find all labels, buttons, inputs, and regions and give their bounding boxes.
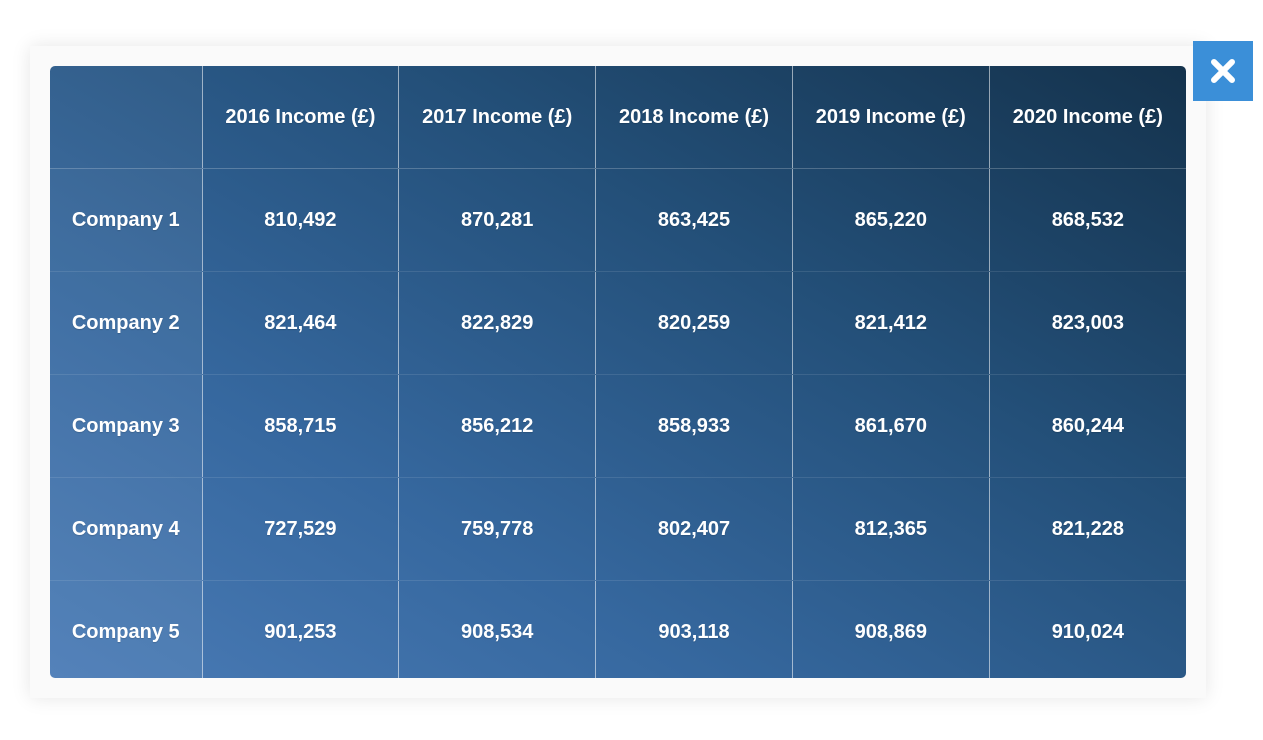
table-cell: 856,212 bbox=[398, 374, 596, 478]
table-cell: 901,253 bbox=[201, 580, 399, 678]
table-cell: 865,220 bbox=[791, 168, 990, 272]
table-cell: 908,534 bbox=[398, 580, 596, 678]
column-header: 2017 Income (£) bbox=[398, 66, 596, 169]
table-cell: 868,532 bbox=[988, 168, 1186, 272]
table-cell: 863,425 bbox=[595, 168, 793, 272]
table-corner-cell bbox=[50, 66, 202, 169]
table-header-row: 2016 Income (£) 2017 Income (£) 2018 Inc… bbox=[50, 66, 1186, 169]
table-cell: 908,869 bbox=[791, 580, 990, 678]
table-cell: 821,464 bbox=[201, 271, 399, 375]
table-row: Company 2 821,464 822,829 820,259 821,41… bbox=[50, 271, 1186, 375]
close-button[interactable] bbox=[1193, 41, 1253, 101]
table-cell: 870,281 bbox=[398, 168, 596, 272]
row-header: Company 5 bbox=[50, 580, 202, 678]
table-cell: 860,244 bbox=[988, 374, 1186, 478]
table-row: Company 4 727,529 759,778 802,407 812,36… bbox=[50, 477, 1186, 581]
row-header: Company 1 bbox=[50, 168, 202, 272]
column-header: 2016 Income (£) bbox=[201, 66, 399, 169]
table-cell: 903,118 bbox=[595, 580, 793, 678]
table-cell: 861,670 bbox=[791, 374, 990, 478]
table-cell: 727,529 bbox=[201, 477, 399, 581]
table-cell: 910,024 bbox=[988, 580, 1186, 678]
close-icon bbox=[1211, 59, 1235, 83]
row-header: Company 4 bbox=[50, 477, 202, 581]
table-cell: 823,003 bbox=[988, 271, 1186, 375]
income-table: 2016 Income (£) 2017 Income (£) 2018 Inc… bbox=[50, 66, 1186, 678]
table-cell: 821,228 bbox=[988, 477, 1186, 581]
table-cell: 810,492 bbox=[201, 168, 399, 272]
table-row: Company 5 901,253 908,534 903,118 908,86… bbox=[50, 580, 1186, 678]
column-header: 2019 Income (£) bbox=[791, 66, 990, 169]
table-cell: 802,407 bbox=[595, 477, 793, 581]
row-header: Company 3 bbox=[50, 374, 202, 478]
table-cell: 821,412 bbox=[791, 271, 990, 375]
table-row: Company 1 810,492 870,281 863,425 865,22… bbox=[50, 168, 1186, 272]
column-header: 2018 Income (£) bbox=[595, 66, 793, 169]
income-table-container: 2016 Income (£) 2017 Income (£) 2018 Inc… bbox=[50, 66, 1186, 678]
table-row: Company 3 858,715 856,212 858,933 861,67… bbox=[50, 374, 1186, 478]
table-cell: 820,259 bbox=[595, 271, 793, 375]
table-cell: 858,933 bbox=[595, 374, 793, 478]
table-cell: 812,365 bbox=[791, 477, 990, 581]
row-header: Company 2 bbox=[50, 271, 202, 375]
table-cell: 759,778 bbox=[398, 477, 596, 581]
column-header: 2020 Income (£) bbox=[988, 66, 1186, 169]
table-cell: 822,829 bbox=[398, 271, 596, 375]
table-cell: 858,715 bbox=[201, 374, 399, 478]
